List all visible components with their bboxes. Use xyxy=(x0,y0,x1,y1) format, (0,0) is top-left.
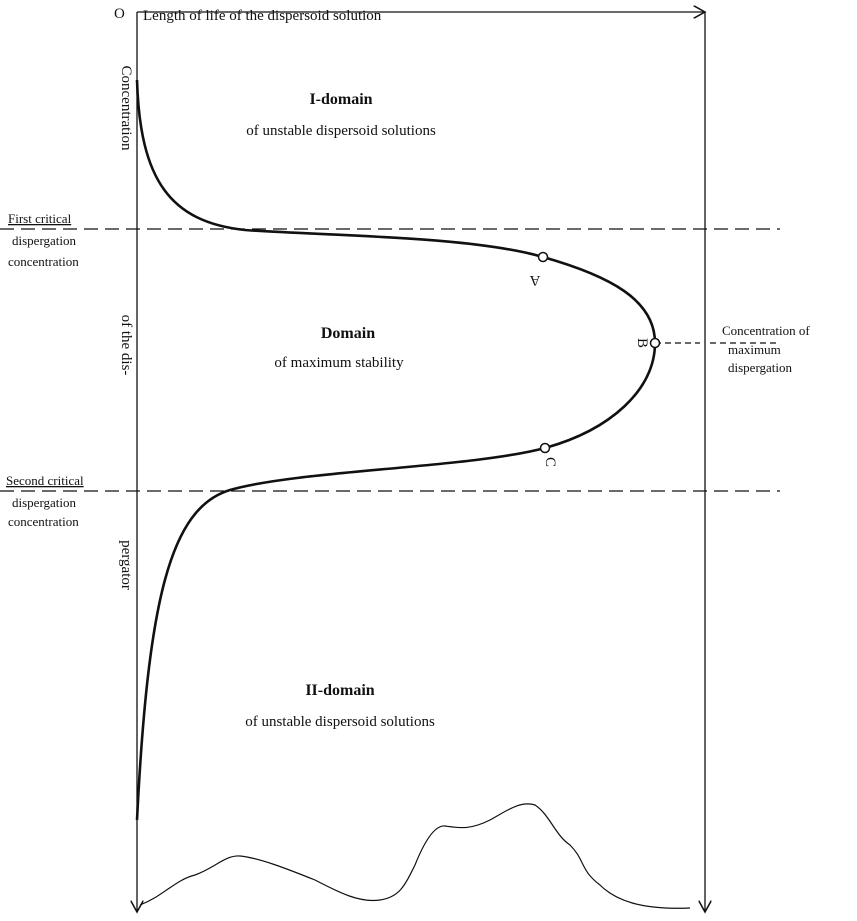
domain-subtitle: of unstable dispersoid solutions xyxy=(245,714,435,730)
point-c xyxy=(539,442,551,454)
point-label: B xyxy=(634,338,650,348)
point-label: A xyxy=(529,272,540,288)
boundary-label: Second critical xyxy=(6,473,84,488)
point-b xyxy=(649,337,661,349)
point-label: C xyxy=(542,457,558,467)
point-a xyxy=(537,251,549,263)
x-axis-label: Length of life of the dispersoid solutio… xyxy=(143,8,382,24)
origin-label: O xyxy=(114,6,125,22)
y-axis-label: Concentration xyxy=(118,66,134,151)
y-axis-label: of the dis- xyxy=(118,315,134,376)
boundary-label: dispergation xyxy=(12,233,77,248)
domain-title: I-domain xyxy=(309,91,372,108)
domain-subtitle: of unstable dispersoid solutions xyxy=(246,123,436,139)
boundary-label: dispergation xyxy=(12,495,77,510)
stability-curve xyxy=(135,79,657,821)
y-axis-label: pergator xyxy=(118,540,134,590)
annotation: maximum xyxy=(728,342,781,357)
domain-title: II-domain xyxy=(305,682,374,699)
boundary-label: First critical xyxy=(8,211,72,226)
boundary-label: concentration xyxy=(8,254,79,269)
bottom-contour xyxy=(139,803,691,909)
annotation: Concentration of xyxy=(722,323,810,338)
boundary-label: concentration xyxy=(8,514,79,529)
domain-subtitle: of maximum stability xyxy=(274,355,404,371)
annotation: dispergation xyxy=(728,360,793,375)
domain-title: Domain xyxy=(321,325,375,342)
